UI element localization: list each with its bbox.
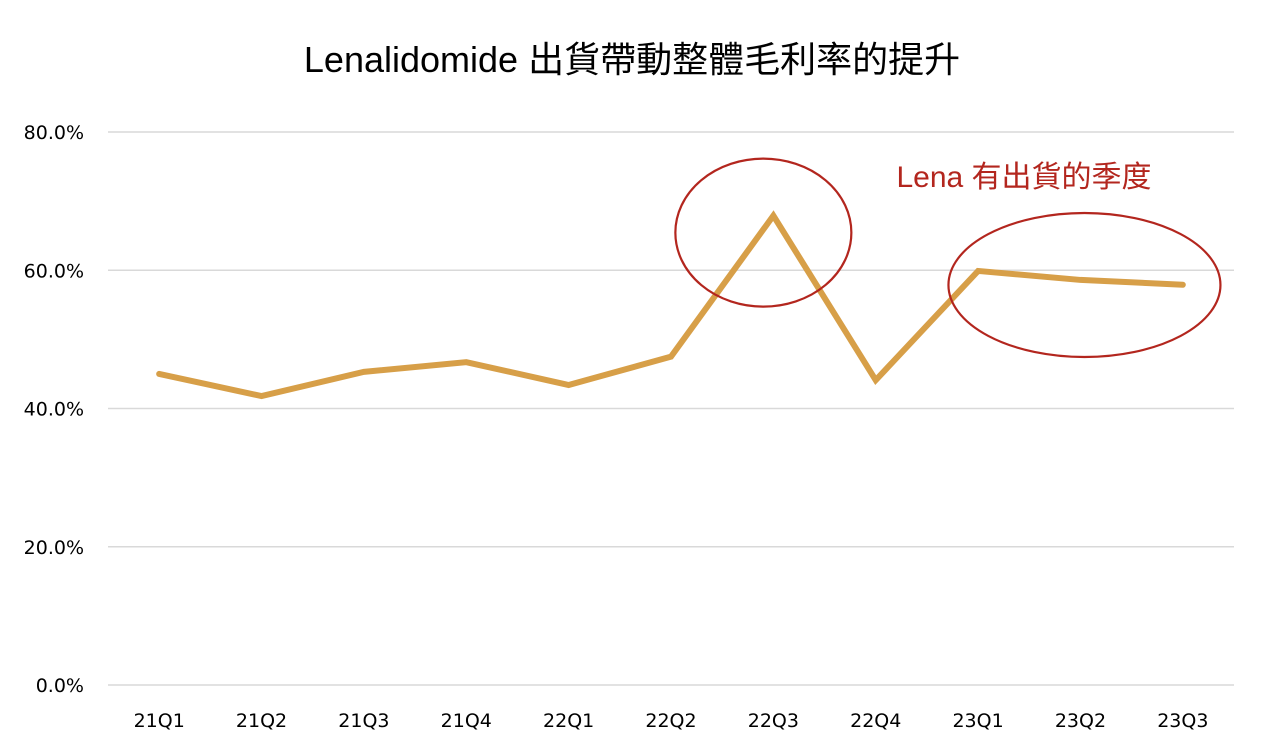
gridlines (108, 131, 1234, 686)
series-line (156, 210, 1186, 400)
chart-title: Lenalidomide 出貨帶動整體毛利率的提升 (304, 39, 960, 80)
series-layer (156, 210, 1186, 400)
annotation-layer: Lena 有出貨的季度 (674, 157, 1222, 359)
highlight-ellipse-22q3 (674, 157, 853, 308)
y-tick-label: 80.0% (24, 122, 84, 144)
y-tick-label: 20.0% (24, 537, 84, 559)
highlight-ellipse-23q1-23q3 (947, 211, 1222, 359)
x-tick-label: 22Q1 (543, 710, 594, 732)
x-tick-label: 21Q2 (236, 710, 287, 732)
x-tick-label: 23Q2 (1055, 710, 1106, 732)
x-tick-label: 21Q4 (441, 710, 492, 732)
y-axis-ticks: 0.0% 20.0% 40.0% 60.0% 80.0% (24, 122, 84, 697)
y-tick-label: 40.0% (24, 399, 84, 421)
x-tick-label: 23Q3 (1157, 710, 1208, 732)
x-tick-label: 22Q4 (850, 710, 901, 732)
x-tick-label: 22Q2 (645, 710, 696, 732)
x-tick-label: 21Q1 (134, 710, 185, 732)
annotation-text: Lena 有出貨的季度 (896, 161, 1151, 194)
x-axis-ticks: 21Q1 21Q2 21Q3 21Q4 22Q1 22Q2 22Q3 22Q4 23Q1 23Q2… (134, 710, 1209, 732)
x-tick-label: 23Q1 (952, 710, 1003, 732)
y-tick-label: 0.0% (36, 675, 84, 697)
x-tick-label: 21Q3 (338, 710, 389, 732)
y-tick-label: 60.0% (24, 260, 84, 282)
x-tick-label: 22Q3 (748, 710, 799, 732)
